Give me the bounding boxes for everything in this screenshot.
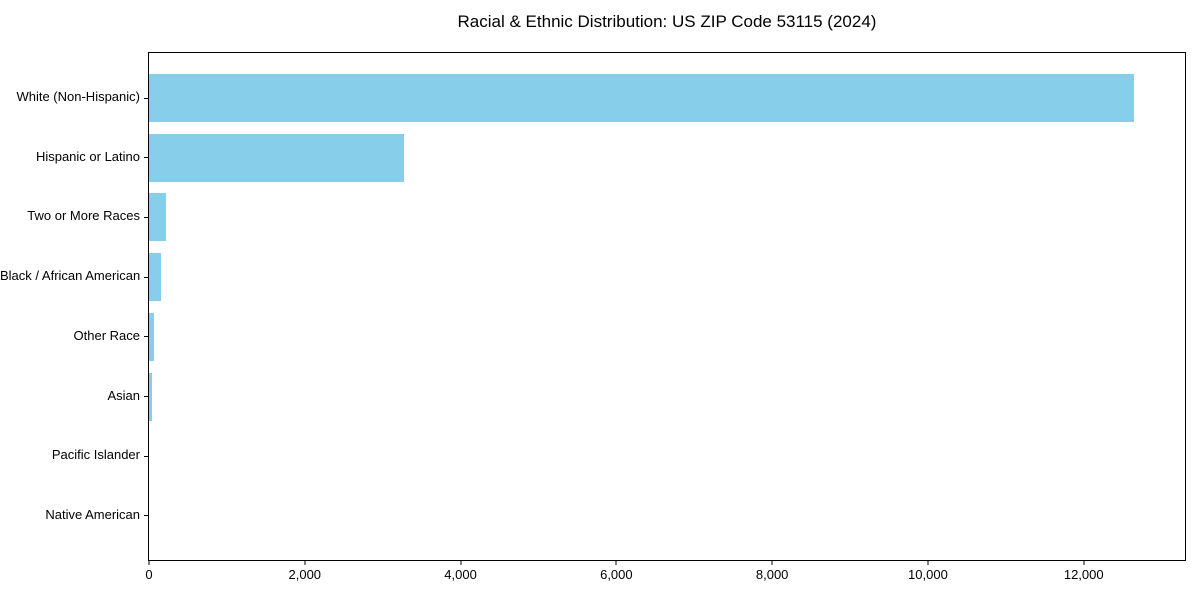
bar-black-african-american bbox=[149, 253, 161, 302]
y-axis-tick-hispanic-or-latino bbox=[144, 157, 149, 159]
y-axis-label-asian: Asian bbox=[107, 387, 140, 403]
y-axis-label-other-race: Other Race bbox=[73, 327, 140, 343]
bar-hispanic-or-latino bbox=[149, 133, 404, 182]
chart-title: Racial & Ethnic Distribution: US ZIP Cod… bbox=[457, 12, 877, 31]
y-axis-label-white-non-hispanic: White (Non-Hispanic) bbox=[16, 89, 140, 104]
x-axis-tick-8000 bbox=[771, 560, 773, 565]
x-axis-tick-2000 bbox=[304, 560, 306, 565]
y-axis-label-two-or-more-races: Two or More Races bbox=[27, 208, 140, 224]
x-axis-tick-4000 bbox=[460, 560, 462, 565]
y-axis-tick-other-race bbox=[144, 336, 149, 338]
bar-two-or-more-races bbox=[149, 193, 167, 242]
x-axis-tick-label-10000: 10,000 bbox=[908, 567, 948, 582]
x-axis-tick-12000 bbox=[1083, 560, 1085, 565]
y-axis-tick-two-or-more-races bbox=[144, 216, 149, 218]
x-axis-tick-label-0: 0 bbox=[145, 567, 153, 582]
x-axis-tick-6000 bbox=[615, 560, 617, 565]
x-axis-tick-10000 bbox=[927, 560, 929, 565]
y-axis-label-black-african-american: Black / African American bbox=[0, 268, 141, 284]
bar-asian bbox=[149, 372, 152, 421]
y-axis-label-hispanic-or-latino: Hispanic or Latino bbox=[35, 148, 140, 164]
bar-other-race bbox=[149, 312, 155, 361]
x-axis-tick-label-4000: 4,000 bbox=[444, 567, 477, 582]
x-axis-tick-label-2000: 2,000 bbox=[288, 567, 322, 582]
y-axis-label-pacific-islander: Pacific Islander bbox=[51, 447, 140, 463]
y-axis-tick-native-american bbox=[144, 515, 149, 517]
y-axis-tick-pacific-islander bbox=[144, 455, 149, 457]
bar-white-non-hispanic bbox=[149, 74, 1135, 122]
y-axis-tick-asian bbox=[144, 396, 149, 398]
plot-area: 0 2,000 4,000 6,000 8,000 10,000 12,000 bbox=[144, 52, 1186, 582]
y-axis-tick-black-african-american bbox=[144, 276, 149, 278]
x-axis-tick-label-8000: 8,000 bbox=[755, 567, 789, 582]
y-axis-label-native-american: Native American bbox=[45, 506, 140, 522]
y-axis-tick-white-non-hispanic bbox=[144, 97, 149, 99]
x-axis-tick-label-12000: 12,000 bbox=[1063, 567, 1104, 582]
x-axis-tick-0 bbox=[148, 560, 150, 565]
x-axis-tick-label-6000: 6,000 bbox=[600, 567, 633, 582]
